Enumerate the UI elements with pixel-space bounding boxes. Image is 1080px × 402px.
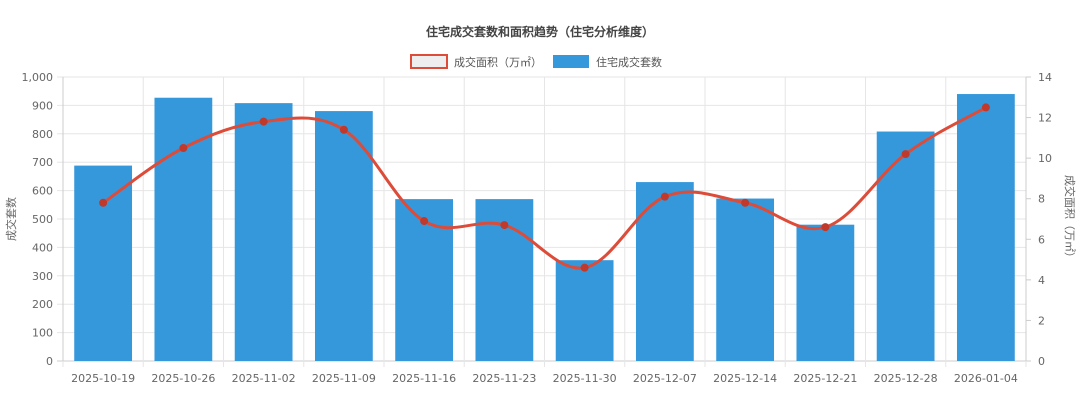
- y-left-tick-label: 800: [32, 128, 53, 141]
- line-point-area[interactable]: [981, 103, 990, 112]
- x-tick-label: 2025-11-09: [312, 372, 376, 385]
- line-point-area[interactable]: [500, 221, 509, 230]
- x-tick-label: 2025-12-28: [874, 372, 938, 385]
- bar-units[interactable]: [635, 182, 694, 361]
- x-tick-label: 2026-01-04: [954, 372, 1018, 385]
- y-left-tick-label: 500: [32, 213, 53, 226]
- line-point-area[interactable]: [339, 125, 348, 134]
- y-right-tick-label: 12: [1038, 112, 1052, 125]
- line-point-area[interactable]: [660, 192, 669, 201]
- x-tick-label: 2025-11-23: [472, 372, 536, 385]
- y-right-tick-label: 2: [1038, 314, 1045, 327]
- y-right-tick-label: 14: [1038, 71, 1052, 84]
- legend-label-area[interactable]: 成交面积（万㎡）: [454, 55, 542, 69]
- line-point-area[interactable]: [99, 198, 108, 207]
- y-axis-right-title: 成交面积（万㎡）: [1063, 175, 1077, 263]
- y-left-tick-label: 200: [32, 298, 53, 311]
- y-left-tick-label: 1,000: [22, 71, 54, 84]
- y-left-tick-label: 0: [46, 355, 53, 368]
- bar-units[interactable]: [876, 131, 935, 361]
- bar-units[interactable]: [74, 165, 133, 361]
- y-right-tick-label: 10: [1038, 152, 1052, 165]
- axis-layer: 0 100 200 300 400 500 600 700 800 900 1,000 0 2 4 6 8 10…: [22, 71, 1053, 385]
- x-tick-label: 2025-12-21: [793, 372, 857, 385]
- bar-units[interactable]: [314, 111, 373, 361]
- line-point-area[interactable]: [420, 217, 429, 226]
- bars-layer: [74, 94, 1015, 362]
- y-left-tick-label: 400: [32, 241, 53, 254]
- y-left-tick-label: 600: [32, 185, 53, 198]
- bar-units[interactable]: [234, 103, 293, 362]
- bar-units[interactable]: [956, 94, 1015, 361]
- legend-swatch-units[interactable]: [553, 55, 589, 68]
- legend[interactable]: 成交面积（万㎡） 住宅成交套数: [410, 54, 662, 69]
- y-left-tick-label: 900: [32, 99, 53, 112]
- bar-units[interactable]: [716, 198, 775, 361]
- line-point-area[interactable]: [821, 223, 830, 232]
- x-tick-label: 2025-12-14: [713, 372, 777, 385]
- x-tick-label: 2025-11-30: [553, 372, 617, 385]
- x-tick-label: 2025-10-19: [71, 372, 135, 385]
- y-axis-left-title: 成交套数: [4, 197, 18, 241]
- y-left-tick-label: 300: [32, 270, 53, 283]
- line-point-area[interactable]: [580, 263, 589, 272]
- bar-units[interactable]: [154, 97, 213, 362]
- line-point-area[interactable]: [179, 144, 188, 152]
- x-tick-label: 2025-10-26: [151, 372, 215, 385]
- y-right-tick-label: 6: [1038, 233, 1045, 246]
- y-right-tick-label: 4: [1038, 274, 1045, 287]
- line-layer: [99, 103, 990, 272]
- line-point-area[interactable]: [259, 117, 268, 126]
- y-left-tick-label: 100: [32, 327, 53, 340]
- legend-swatch-area[interactable]: [410, 54, 448, 69]
- line-point-area[interactable]: [901, 150, 910, 159]
- y-right-tick-label: 0: [1038, 355, 1045, 368]
- x-tick-label: 2025-11-16: [392, 372, 456, 385]
- x-tick-label: 2025-11-02: [232, 372, 296, 385]
- x-tick-label: 2025-12-07: [633, 372, 697, 385]
- y-right-tick-label: 8: [1038, 193, 1045, 206]
- y-left-tick-label: 700: [32, 156, 53, 169]
- bar-units[interactable]: [555, 260, 614, 361]
- chart-title: 住宅成交套数和面积趋势（住宅分析维度）: [426, 24, 654, 39]
- bar-units[interactable]: [796, 224, 855, 361]
- legend-label-units[interactable]: 住宅成交套数: [596, 55, 662, 69]
- line-point-area[interactable]: [741, 198, 750, 207]
